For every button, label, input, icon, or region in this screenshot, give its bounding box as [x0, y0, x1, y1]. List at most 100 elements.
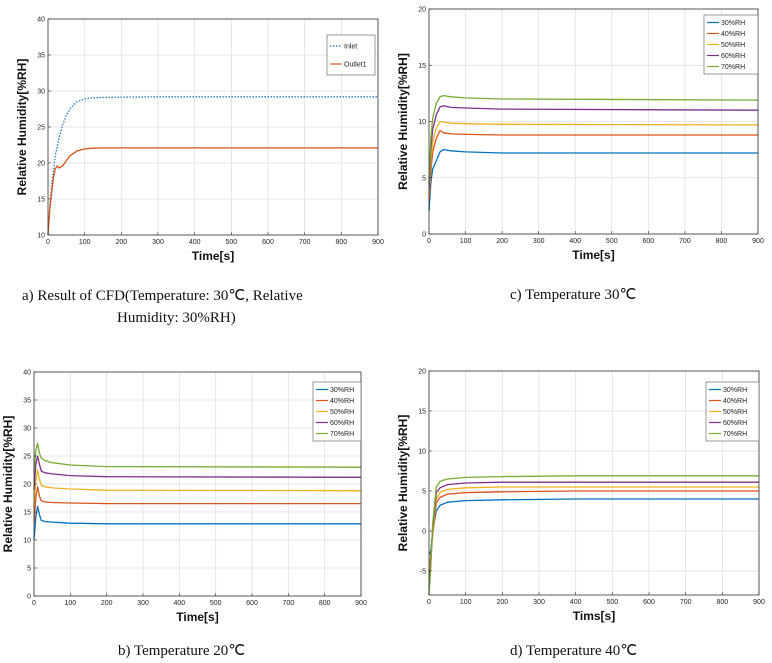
y-tick-label: 20	[418, 7, 426, 14]
y-tick-label: 10	[418, 119, 426, 126]
legend-label: 50%RH	[723, 409, 747, 416]
x-tick-label: 0	[32, 600, 36, 607]
caption-b: b) Temperature 20℃	[118, 643, 246, 659]
y-axis-label: Relative Humidity[%RH]	[1, 416, 15, 553]
x-tick-label: 400	[173, 600, 185, 607]
y-tick-label: 5	[422, 175, 426, 182]
x-tick-label: 900	[753, 599, 765, 606]
x-tick-label: 400	[569, 238, 581, 245]
x-tick-label: 800	[716, 238, 728, 245]
x-tick-label: 300	[533, 599, 545, 606]
series-line-70-rh	[428, 475, 759, 596]
x-tick-label: 100	[460, 599, 472, 606]
x-tick-label: 900	[355, 600, 367, 607]
y-axis-label: Relative Humidity[%RH]	[15, 59, 29, 196]
x-tick-label: 700	[282, 600, 294, 607]
y-tick-label: 35	[37, 53, 45, 60]
axes-box	[428, 370, 760, 596]
y-tick-label: 20	[23, 482, 31, 489]
series-line-outlet1	[47, 147, 378, 236]
chart-a: 0 100 200 300 400 500 600 700 800 900 10 15 20 25 30 35…	[15, 17, 384, 264]
y-tick-label: -5	[420, 569, 426, 576]
x-tick-label: 400	[189, 239, 201, 246]
caption-c: c) Temperature 30℃	[510, 287, 637, 303]
series-line-60-rh	[428, 105, 759, 190]
legend-label: 60%RH	[723, 420, 747, 427]
legend-label: 30%RH	[721, 20, 745, 27]
y-tick-label: 10	[23, 538, 31, 545]
x-tick-label: 300	[152, 239, 164, 246]
series-line-40-rh	[428, 129, 758, 201]
y-tick-label: 15	[418, 409, 426, 416]
x-tick-label: 700	[679, 238, 691, 245]
caption-a-line2: Humidity: 30%RH)	[117, 310, 236, 326]
chart-b: 0 100 200 300 400 500 600 700 800 900 0 5 10 15 20 25 30…	[1, 370, 367, 625]
series-line-50-rh	[33, 469, 362, 507]
x-tick-label: 700	[299, 239, 311, 246]
x-axis-label: Time[s]	[572, 248, 614, 262]
x-tick-label: 200	[115, 239, 127, 246]
y-tick-label: 25	[23, 454, 31, 461]
x-tick-label: 900	[752, 238, 764, 245]
legend-label: 60%RH	[721, 53, 745, 60]
x-tick-label: 600	[642, 238, 654, 245]
x-tick-label: 500	[225, 239, 237, 246]
x-axis-label: Tims[s]	[573, 609, 615, 623]
series-line-70-rh	[428, 94, 759, 184]
x-tick-label: 0	[427, 599, 431, 606]
legend-box	[326, 34, 376, 76]
y-tick-label: 30	[37, 89, 45, 96]
y-tick-label: 10	[418, 449, 426, 456]
y-tick-label: 20	[418, 369, 426, 376]
legend-label: 50%RH	[330, 409, 354, 416]
y-tick-label: 15	[23, 510, 31, 517]
legend-label: 50%RH	[721, 42, 745, 49]
x-tick-label: 600	[246, 600, 258, 607]
y-tick-label: 5	[422, 489, 426, 496]
x-tick-label: 200	[496, 238, 508, 245]
x-tick-label: 600	[643, 599, 655, 606]
x-tick-label: 100	[460, 238, 472, 245]
y-tick-label: 40	[37, 17, 45, 24]
legend-label: 30%RH	[330, 387, 354, 394]
x-tick-label: 900	[372, 239, 384, 246]
series-line-60-rh	[33, 455, 362, 490]
x-tick-label: 800	[716, 599, 728, 606]
legend-label: 60%RH	[330, 420, 354, 427]
y-tick-label: 15	[37, 197, 45, 204]
y-tick-label: 40	[23, 370, 31, 377]
x-tick-label: 100	[79, 239, 91, 246]
series-line-30-rh	[428, 148, 758, 212]
legend-label: 70%RH	[721, 64, 745, 71]
legend-label: Outlet1	[344, 62, 367, 69]
x-tick-label: 500	[210, 600, 222, 607]
y-tick-label: 10	[37, 233, 45, 240]
y-tick-label: 0	[27, 594, 31, 601]
y-tick-label: 25	[37, 125, 45, 132]
legend-label: 40%RH	[330, 398, 354, 405]
x-tick-label: 300	[137, 600, 149, 607]
y-axis-label: Relative Humidity[%RH]	[396, 415, 410, 552]
series-line-70-rh	[33, 442, 362, 473]
series-line-50-rh	[428, 120, 759, 195]
x-tick-label: 100	[64, 600, 76, 607]
x-tick-label: 800	[335, 239, 347, 246]
x-tick-label: 0	[427, 238, 431, 245]
x-axis-label: Time[s]	[176, 610, 218, 624]
legend-label: 40%RH	[721, 31, 745, 38]
x-tick-label: 200	[101, 600, 113, 607]
x-tick-label: 200	[496, 599, 508, 606]
x-tick-label: 600	[262, 239, 274, 246]
x-tick-label: 400	[570, 599, 582, 606]
legend-label: 30%RH	[723, 387, 747, 394]
y-axis-label: Relative Humidity[%RH]	[396, 53, 410, 190]
y-tick-label: 0	[422, 529, 426, 536]
caption-d: d) Temperature 40℃	[510, 643, 638, 659]
x-tick-label: 700	[680, 599, 692, 606]
y-tick-label: 15	[418, 63, 426, 70]
y-tick-label: 35	[23, 398, 31, 405]
y-tick-label: 20	[37, 161, 45, 168]
legend-label: 40%RH	[723, 398, 747, 405]
legend-label: 70%RH	[723, 431, 747, 438]
x-tick-label: 0	[46, 239, 50, 246]
